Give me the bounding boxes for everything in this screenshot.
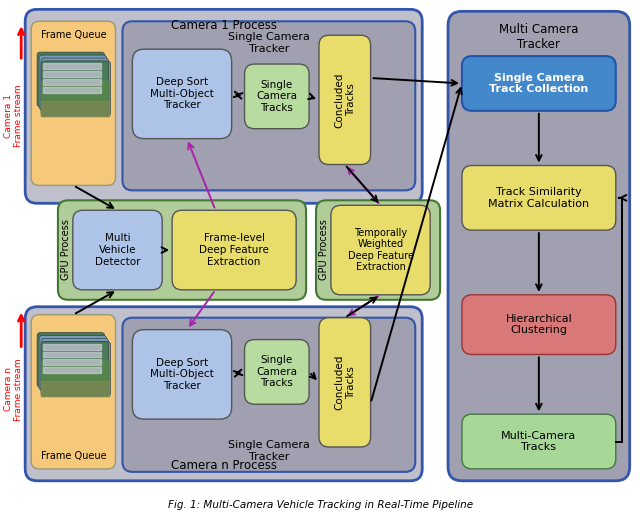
Text: GPU Process: GPU Process bbox=[319, 220, 329, 280]
FancyBboxPatch shape bbox=[43, 61, 111, 116]
FancyBboxPatch shape bbox=[39, 55, 107, 110]
FancyBboxPatch shape bbox=[25, 307, 422, 481]
FancyBboxPatch shape bbox=[122, 318, 415, 472]
FancyBboxPatch shape bbox=[331, 206, 430, 295]
Text: Camera 1
Frame stream: Camera 1 Frame stream bbox=[4, 85, 23, 147]
Text: Frame Queue: Frame Queue bbox=[40, 30, 106, 40]
FancyBboxPatch shape bbox=[37, 52, 104, 107]
Text: Multi-Camera
Tracks: Multi-Camera Tracks bbox=[501, 431, 577, 453]
FancyBboxPatch shape bbox=[316, 200, 440, 300]
FancyBboxPatch shape bbox=[132, 49, 232, 139]
FancyBboxPatch shape bbox=[58, 200, 306, 300]
Text: Deep Sort
Multi-Object
Tracker: Deep Sort Multi-Object Tracker bbox=[150, 358, 214, 391]
FancyBboxPatch shape bbox=[319, 318, 371, 447]
Text: Temporally
Weighted
Deep Feature
Extraction: Temporally Weighted Deep Feature Extract… bbox=[348, 228, 413, 272]
FancyBboxPatch shape bbox=[41, 58, 109, 113]
FancyBboxPatch shape bbox=[132, 330, 232, 419]
FancyBboxPatch shape bbox=[39, 336, 107, 390]
Text: Camera 1 Process: Camera 1 Process bbox=[171, 19, 276, 32]
Text: Single
Camera
Tracks: Single Camera Tracks bbox=[256, 80, 298, 113]
Text: Track Similarity
Matrix Calculation: Track Similarity Matrix Calculation bbox=[488, 187, 589, 209]
FancyBboxPatch shape bbox=[462, 295, 616, 354]
Text: Concluded
Tracks: Concluded Tracks bbox=[334, 72, 356, 128]
Text: Single Camera
Tracker: Single Camera Tracker bbox=[228, 440, 310, 462]
Text: Camera n Process: Camera n Process bbox=[171, 459, 276, 472]
Text: GPU Process: GPU Process bbox=[61, 220, 71, 280]
FancyBboxPatch shape bbox=[43, 342, 111, 397]
Text: Frame-level
Deep Feature
Extraction: Frame-level Deep Feature Extraction bbox=[199, 234, 269, 267]
FancyBboxPatch shape bbox=[41, 61, 109, 116]
FancyBboxPatch shape bbox=[73, 210, 162, 290]
Text: Multi
Vehicle
Detector: Multi Vehicle Detector bbox=[95, 234, 140, 267]
FancyBboxPatch shape bbox=[244, 64, 309, 129]
Text: Deep Sort
Multi-Object
Tracker: Deep Sort Multi-Object Tracker bbox=[150, 77, 214, 111]
FancyBboxPatch shape bbox=[462, 166, 616, 230]
Text: Concluded
Tracks: Concluded Tracks bbox=[334, 354, 356, 410]
FancyBboxPatch shape bbox=[244, 339, 309, 404]
Text: Fig. 1: Multi-Camera Vehicle Tracking in Real-Time Pipeline: Fig. 1: Multi-Camera Vehicle Tracking in… bbox=[168, 500, 474, 510]
FancyBboxPatch shape bbox=[37, 333, 104, 387]
FancyBboxPatch shape bbox=[25, 9, 422, 203]
FancyBboxPatch shape bbox=[31, 21, 115, 185]
Text: Single Camera
Track Collection: Single Camera Track Collection bbox=[489, 73, 588, 94]
FancyBboxPatch shape bbox=[41, 342, 109, 397]
FancyBboxPatch shape bbox=[172, 210, 296, 290]
FancyBboxPatch shape bbox=[41, 338, 109, 393]
Text: Camera n
Frame stream: Camera n Frame stream bbox=[4, 358, 23, 420]
FancyBboxPatch shape bbox=[319, 35, 371, 165]
Text: Single
Camera
Tracks: Single Camera Tracks bbox=[256, 356, 298, 389]
FancyBboxPatch shape bbox=[31, 315, 115, 469]
FancyBboxPatch shape bbox=[448, 11, 630, 481]
FancyBboxPatch shape bbox=[462, 414, 616, 469]
FancyBboxPatch shape bbox=[462, 56, 616, 111]
Text: Single Camera
Tracker: Single Camera Tracker bbox=[228, 32, 310, 54]
FancyBboxPatch shape bbox=[122, 21, 415, 190]
Text: Multi Camera
Tracker: Multi Camera Tracker bbox=[499, 23, 579, 51]
Text: Hierarchical
Clustering: Hierarchical Clustering bbox=[506, 314, 572, 335]
Text: Frame Queue: Frame Queue bbox=[40, 451, 106, 461]
